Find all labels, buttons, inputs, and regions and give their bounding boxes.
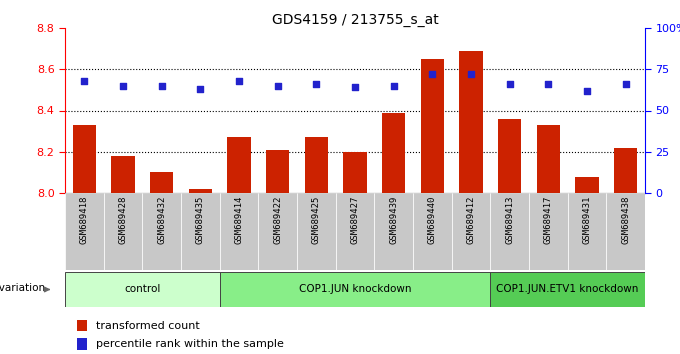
Bar bbox=[77, 320, 87, 331]
Bar bbox=[305, 137, 328, 193]
Point bbox=[350, 85, 360, 90]
Bar bbox=[421, 59, 444, 193]
Bar bbox=[452, 193, 490, 270]
Text: control: control bbox=[124, 285, 160, 295]
Text: COP1.JUN knockdown: COP1.JUN knockdown bbox=[299, 285, 411, 295]
Text: transformed count: transformed count bbox=[96, 320, 199, 331]
Bar bbox=[575, 177, 598, 193]
Bar bbox=[382, 113, 405, 193]
Text: GSM689413: GSM689413 bbox=[505, 195, 514, 244]
Text: GSM689412: GSM689412 bbox=[466, 195, 475, 244]
Bar bbox=[529, 193, 568, 270]
Bar bbox=[413, 193, 452, 270]
Bar bbox=[343, 152, 367, 193]
Bar bbox=[607, 193, 645, 270]
Text: GSM689427: GSM689427 bbox=[350, 195, 360, 244]
Bar bbox=[460, 51, 483, 193]
Point bbox=[311, 81, 322, 87]
Text: GSM689428: GSM689428 bbox=[118, 195, 128, 244]
Point bbox=[195, 86, 206, 92]
Bar bbox=[65, 272, 220, 307]
Bar bbox=[374, 193, 413, 270]
Bar bbox=[112, 156, 135, 193]
Bar bbox=[77, 338, 87, 350]
Point bbox=[272, 83, 283, 88]
Bar bbox=[181, 193, 220, 270]
Text: GSM689414: GSM689414 bbox=[235, 195, 243, 244]
Bar bbox=[103, 193, 142, 270]
Point bbox=[388, 83, 399, 88]
Bar bbox=[498, 119, 522, 193]
Bar bbox=[490, 272, 645, 307]
Bar bbox=[537, 125, 560, 193]
Point bbox=[620, 81, 631, 87]
Text: GSM689432: GSM689432 bbox=[157, 195, 166, 244]
Point bbox=[543, 81, 554, 87]
Bar bbox=[227, 137, 251, 193]
Text: GSM689425: GSM689425 bbox=[312, 195, 321, 244]
Bar bbox=[258, 193, 297, 270]
Bar bbox=[220, 193, 258, 270]
Bar bbox=[336, 193, 374, 270]
Bar bbox=[189, 189, 212, 193]
Point bbox=[581, 88, 592, 93]
Text: COP1.JUN.ETV1 knockdown: COP1.JUN.ETV1 knockdown bbox=[496, 285, 639, 295]
Text: percentile rank within the sample: percentile rank within the sample bbox=[96, 339, 284, 349]
Point bbox=[156, 83, 167, 88]
Title: GDS4159 / 213755_s_at: GDS4159 / 213755_s_at bbox=[271, 13, 439, 27]
Point bbox=[505, 81, 515, 87]
Point bbox=[233, 78, 244, 84]
Bar bbox=[568, 193, 607, 270]
Text: GSM689417: GSM689417 bbox=[544, 195, 553, 244]
Bar bbox=[297, 193, 336, 270]
Point bbox=[79, 78, 90, 84]
Bar bbox=[266, 150, 289, 193]
Text: GSM689431: GSM689431 bbox=[583, 195, 592, 244]
Bar bbox=[614, 148, 637, 193]
Bar bbox=[65, 193, 103, 270]
Text: GSM689438: GSM689438 bbox=[621, 195, 630, 244]
Bar bbox=[73, 125, 96, 193]
Bar bbox=[142, 193, 181, 270]
Bar bbox=[150, 172, 173, 193]
Text: genotype/variation: genotype/variation bbox=[0, 283, 46, 293]
Point bbox=[466, 72, 477, 77]
Bar bbox=[490, 193, 529, 270]
Text: GSM689440: GSM689440 bbox=[428, 195, 437, 244]
Text: GSM689439: GSM689439 bbox=[389, 195, 398, 244]
Text: GSM689435: GSM689435 bbox=[196, 195, 205, 244]
Bar bbox=[220, 272, 490, 307]
Point bbox=[427, 72, 438, 77]
Point bbox=[118, 83, 129, 88]
Text: GSM689422: GSM689422 bbox=[273, 195, 282, 244]
Text: GSM689418: GSM689418 bbox=[80, 195, 89, 244]
